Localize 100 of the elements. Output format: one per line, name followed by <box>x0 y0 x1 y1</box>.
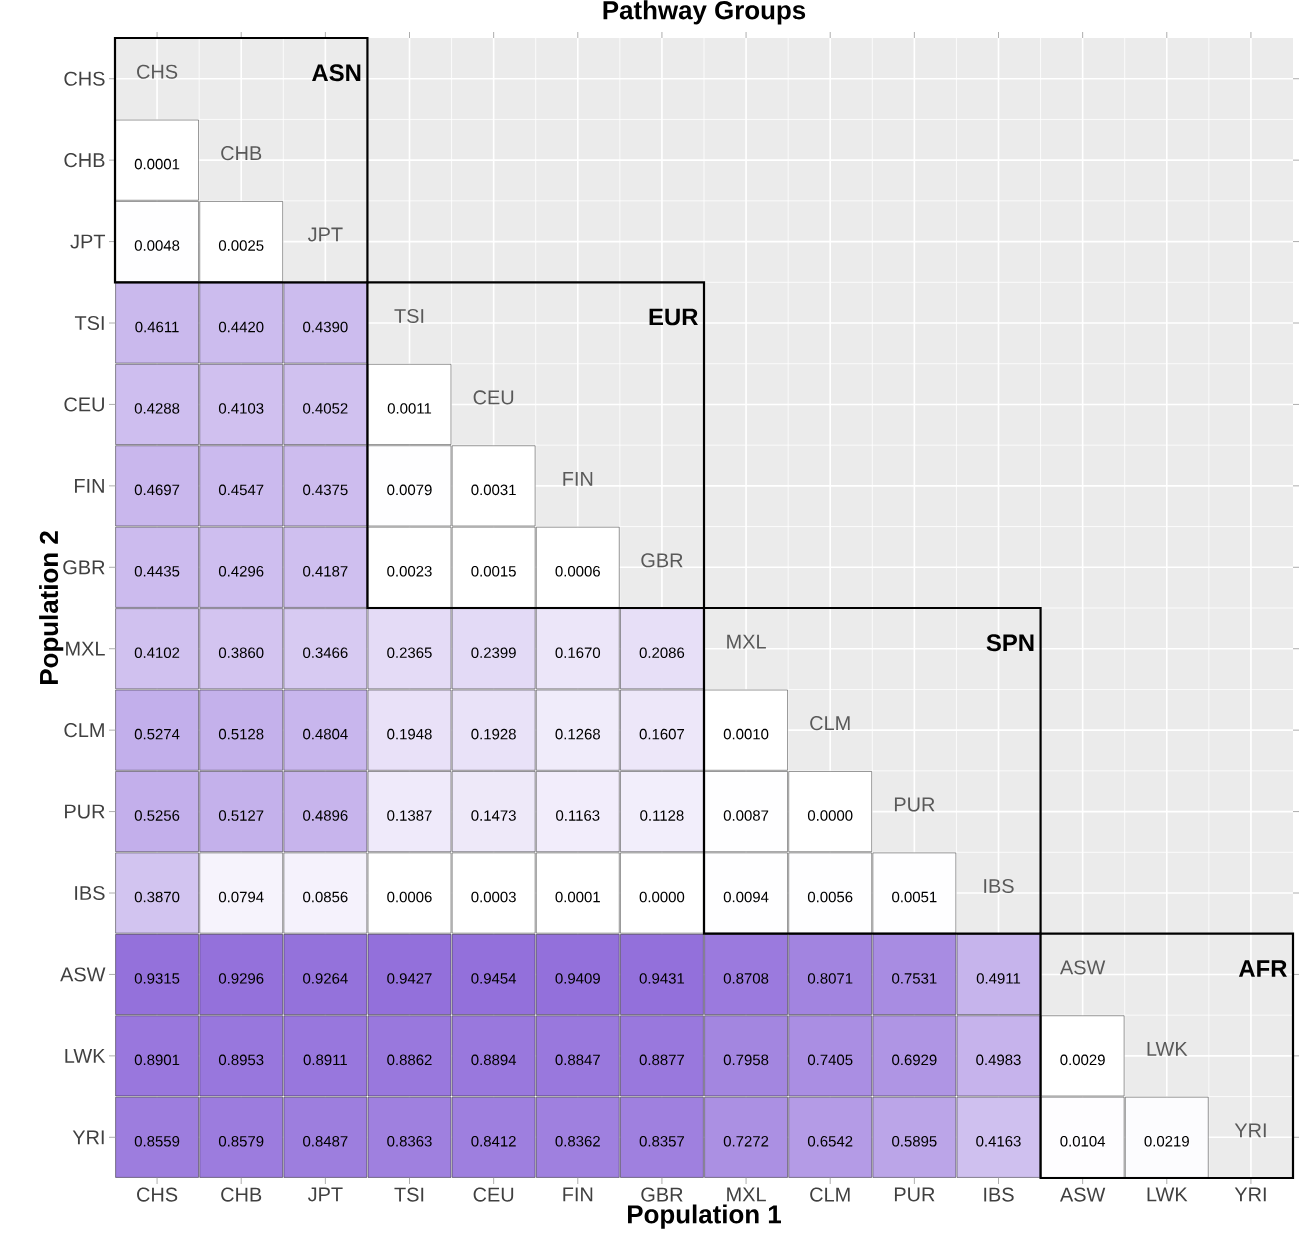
data-label: 0.5256 <box>134 810 180 821</box>
data-label: 0.0023 <box>387 565 432 577</box>
text: FIN <box>563 472 593 486</box>
data-label: 0.0000 <box>807 810 853 821</box>
text: ASW <box>1059 960 1106 975</box>
x-tick-label: FIN <box>563 1187 593 1202</box>
data-label: 0.0006 <box>555 565 600 577</box>
data-label: 0.0001 <box>134 158 180 170</box>
data-label: 0.8911 <box>303 1054 347 1066</box>
annotation: SPN <box>986 634 1034 652</box>
x-axis-title: Population 1 <box>628 1204 781 1229</box>
x-tick-label: ASW <box>1059 1187 1106 1202</box>
text: CHB <box>221 146 262 161</box>
data-label: 0.3466 <box>303 647 348 658</box>
y-tick-label: IBS <box>75 885 105 901</box>
text: TSI <box>394 308 424 324</box>
y-axis-title: Population 2 <box>39 531 64 684</box>
data-label: 0.4435 <box>134 565 180 577</box>
data-label: 0.8487 <box>303 1135 348 1147</box>
data-label: 0.8362 <box>555 1135 600 1147</box>
text: CEU <box>473 390 514 405</box>
data-label: 0.0051 <box>892 891 937 903</box>
data-label: 0.7958 <box>723 1054 769 1066</box>
data-label: 0.2399 <box>471 647 516 658</box>
data-label: 0.4911 <box>976 973 1021 984</box>
data-label: 0.4163 <box>976 1135 1021 1147</box>
data-label: 0.8901 <box>134 1054 180 1066</box>
data-label: 0.0104 <box>1060 1135 1106 1147</box>
data-label: 0.7531 <box>892 973 937 984</box>
data-label: 0.4983 <box>976 1054 1021 1066</box>
x-tick-label: CHB <box>221 1187 262 1202</box>
x-tick-label: GBR <box>641 1187 683 1202</box>
data-label: 0.8708 <box>723 973 769 984</box>
y-tick-label: JPT <box>70 234 106 249</box>
y-tick-label: CLM <box>64 723 104 738</box>
text: LWK <box>1147 1042 1188 1056</box>
data-label: 0.7405 <box>807 1054 853 1066</box>
data-label: 0.9431 <box>639 973 685 984</box>
x-tick-label: CHS <box>137 1187 178 1202</box>
data-label: 0.4052 <box>303 403 348 414</box>
data-label: 0.0000 <box>639 891 685 903</box>
y-tick-label: LWK <box>65 1049 106 1063</box>
data-label: 0.0056 <box>807 891 853 903</box>
y-tick-label: PUR <box>65 804 105 819</box>
x-tick-label: CEU <box>473 1187 514 1202</box>
data-label: 0.8847 <box>555 1054 600 1066</box>
x-tick-label: MXL <box>727 1187 766 1202</box>
data-label: 0.1128 <box>640 810 684 821</box>
data-label: 0.0856 <box>303 891 348 903</box>
data-label: 0.0011 <box>387 403 432 414</box>
data-label: 0.1163 <box>556 810 600 821</box>
data-label: 0.1387 <box>387 810 432 821</box>
chart-title: Pathway Groups <box>603 0 806 25</box>
y-tick-label: MXL <box>66 641 105 656</box>
data-label: 0.0003 <box>471 891 516 903</box>
data-label: 0.4896 <box>303 810 348 821</box>
data-label: 0.4547 <box>218 484 264 496</box>
y-tick-label: TSI <box>74 315 104 331</box>
x-tick-label: CLM <box>810 1187 850 1202</box>
data-label: 0.0025 <box>218 240 264 251</box>
y-tick-label: GBR <box>63 560 105 575</box>
data-label: 0.0015 <box>471 565 516 577</box>
data-label: 0.8862 <box>387 1054 432 1066</box>
data-label: 0.4102 <box>134 647 180 658</box>
data-label: 0.0087 <box>723 810 769 821</box>
data-label: 0.2365 <box>387 647 432 658</box>
x-tick-label: TSI <box>394 1187 424 1202</box>
x-tick-label: YRI <box>1234 1187 1266 1202</box>
data-label: 0.1268 <box>555 728 600 740</box>
text: CLM <box>810 716 850 731</box>
y-tick-label: FIN <box>75 479 104 493</box>
y-tick-label: CHB <box>64 153 105 168</box>
data-label: 0.3860 <box>218 647 264 658</box>
data-label: 0.4804 <box>303 728 348 740</box>
data-label: 0.6542 <box>807 1135 853 1147</box>
data-label: 0.0094 <box>723 891 769 903</box>
text: MXL <box>727 634 766 649</box>
data-label: 0.8559 <box>134 1135 180 1147</box>
data-label: 0.5128 <box>218 728 264 740</box>
y-tick-label: CHS <box>64 71 105 86</box>
annotation: EUR <box>649 308 698 326</box>
data-label: 0.1607 <box>639 728 685 740</box>
data-label: 0.1473 <box>471 810 516 821</box>
data-label: 0.8071 <box>807 973 853 984</box>
data-label: 0.0079 <box>387 484 432 496</box>
data-label: 0.1948 <box>387 728 432 740</box>
data-label: 0.8953 <box>218 1054 264 1066</box>
data-label: 0.3870 <box>134 891 180 903</box>
data-label: 0.9315 <box>134 973 180 984</box>
data-label: 0.1670 <box>555 647 601 658</box>
y-tick-label: ASW <box>60 967 106 982</box>
y-tick-label: CEU <box>64 397 104 412</box>
x-tick-label: JPT <box>307 1187 343 1202</box>
data-label: 0.9296 <box>218 973 264 984</box>
data-label: 0.4296 <box>218 565 264 577</box>
data-label: 0.4187 <box>303 565 348 577</box>
data-label: 0.5274 <box>134 728 180 740</box>
data-label: 0.0219 <box>1144 1135 1189 1147</box>
data-label: 0.6929 <box>892 1054 937 1066</box>
data-label: 0.4390 <box>303 321 348 333</box>
